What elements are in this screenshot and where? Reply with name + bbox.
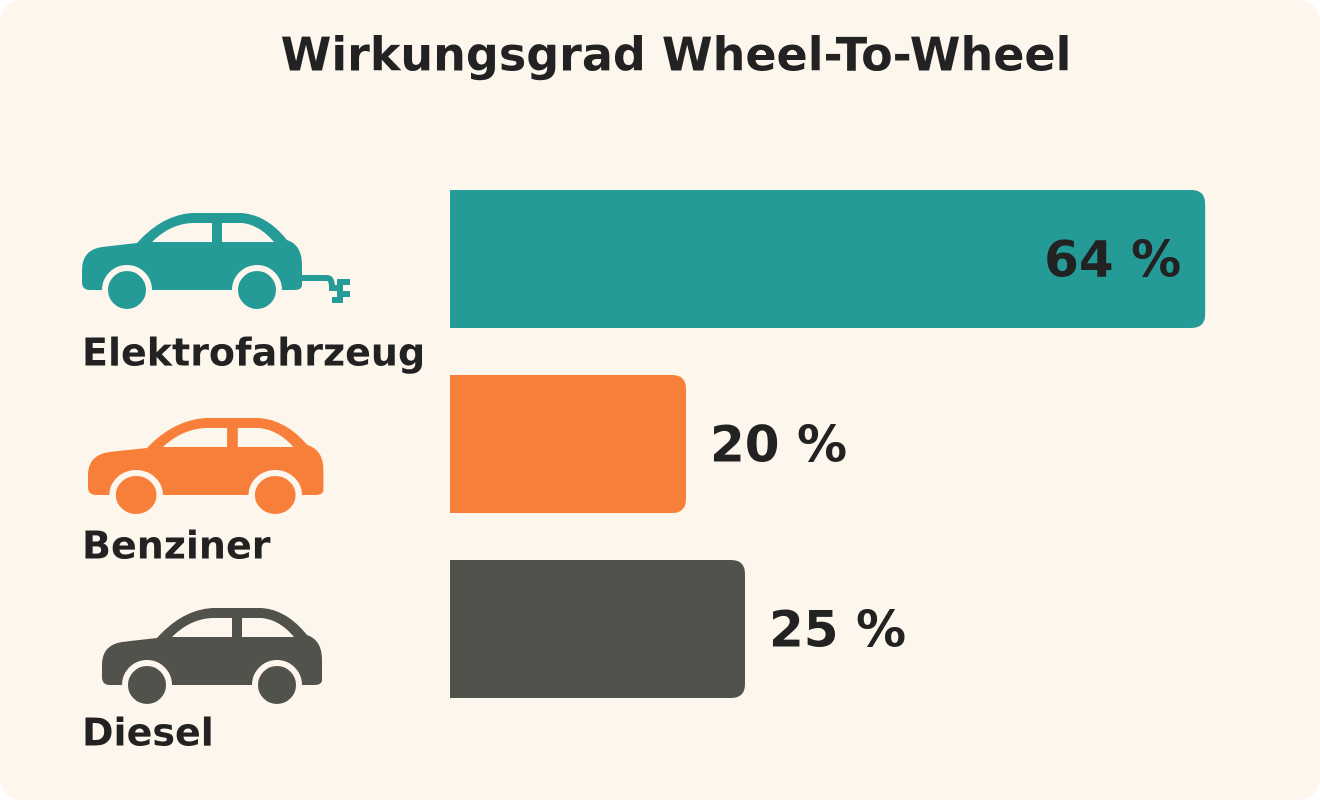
value-label: 64 % [1044, 231, 1181, 289]
category-label: Benziner [82, 524, 271, 568]
bar [450, 375, 686, 513]
value-label: 20 % [710, 416, 847, 474]
category-label: Elektrofahrzeug [82, 331, 425, 375]
car-icon-electric [82, 213, 350, 312]
category-label: Diesel [82, 711, 214, 755]
bar [450, 560, 745, 698]
chart-title: Wirkungsgrad Wheel-To-Wheel [281, 28, 1072, 82]
value-label: 25 % [769, 601, 906, 659]
bar [450, 190, 1206, 328]
